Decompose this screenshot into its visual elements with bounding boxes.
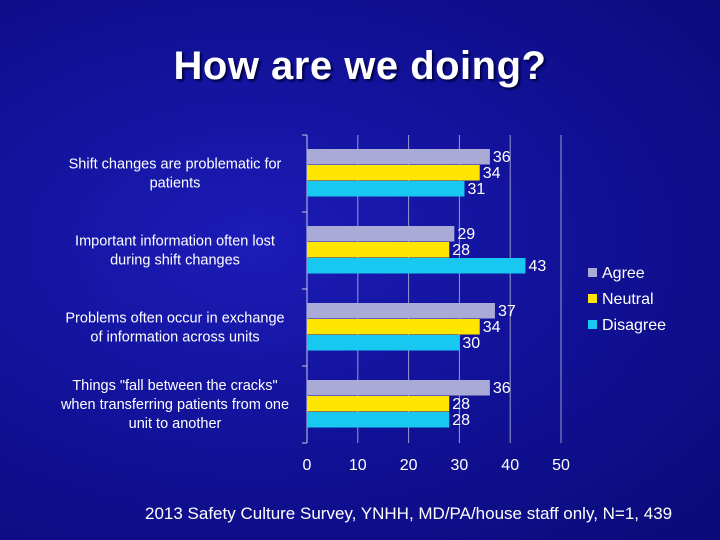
data-label: 36 [493, 380, 511, 397]
category-label-line: Problems often occur in exchange [65, 311, 284, 327]
category-label-line: when transferring patients from one [60, 397, 289, 413]
data-label: 34 [483, 319, 501, 336]
bar [307, 181, 465, 197]
legend-swatch [588, 268, 597, 277]
category-label-line: Shift changes are problematic for [69, 157, 282, 173]
data-label: 37 [498, 303, 516, 320]
data-label: 29 [457, 226, 475, 243]
legend-label: Neutral [602, 291, 654, 308]
bar [307, 380, 490, 396]
data-label: 43 [528, 258, 546, 275]
legend-swatch [588, 294, 597, 303]
bar [307, 412, 450, 428]
footnote: 2013 Safety Culture Survey, YNHH, MD/PA/… [145, 504, 673, 523]
data-label: 28 [452, 412, 470, 429]
category-label-line: Things "fall between the cracks" [72, 378, 277, 394]
data-label: 28 [452, 242, 470, 259]
category-label: Important information often lost during s… [75, 234, 275, 269]
bar [307, 165, 480, 181]
category-label: Things "fall between the cracks" when tra… [60, 378, 289, 432]
bar [307, 149, 490, 165]
x-tick-label: 40 [501, 457, 519, 474]
x-tick-label: 0 [303, 457, 312, 474]
legend-swatch [588, 320, 597, 329]
legend-label: Agree [602, 265, 645, 282]
bar [307, 319, 480, 335]
x-tick-label: 10 [349, 457, 367, 474]
data-label: 34 [483, 165, 501, 182]
data-label: 30 [462, 335, 480, 352]
data-label: 36 [493, 149, 511, 166]
slide-title: How are we doing? [173, 44, 547, 88]
x-tick-label: 30 [451, 457, 469, 474]
category-label-line: during shift changes [110, 253, 240, 269]
data-label: 31 [467, 181, 485, 198]
bar [307, 226, 455, 242]
bar [307, 396, 450, 412]
x-tick-label: 50 [552, 457, 570, 474]
category-labels: Shift changes are problematic for patient… [60, 157, 289, 433]
bar [307, 242, 450, 258]
category-label: Problems often occur in exchange of infor… [65, 311, 284, 346]
category-label-line: Important information often lost [75, 234, 275, 250]
legend-label: Disagree [602, 317, 666, 334]
legend: Agree Neutral Disagree [588, 265, 666, 334]
category-label-line: patients [150, 176, 201, 192]
bar [307, 335, 460, 351]
category-axis [302, 134, 308, 444]
category-label-line: unit to another [129, 416, 222, 432]
bar [307, 258, 526, 274]
bars [307, 149, 526, 428]
x-tick-labels: 0 10 20 30 40 50 [303, 457, 570, 474]
bar [307, 303, 495, 319]
category-label: Shift changes are problematic for patient… [69, 157, 282, 192]
data-label: 28 [452, 396, 470, 413]
x-tick-label: 20 [400, 457, 418, 474]
category-label-line: of information across units [90, 330, 259, 346]
